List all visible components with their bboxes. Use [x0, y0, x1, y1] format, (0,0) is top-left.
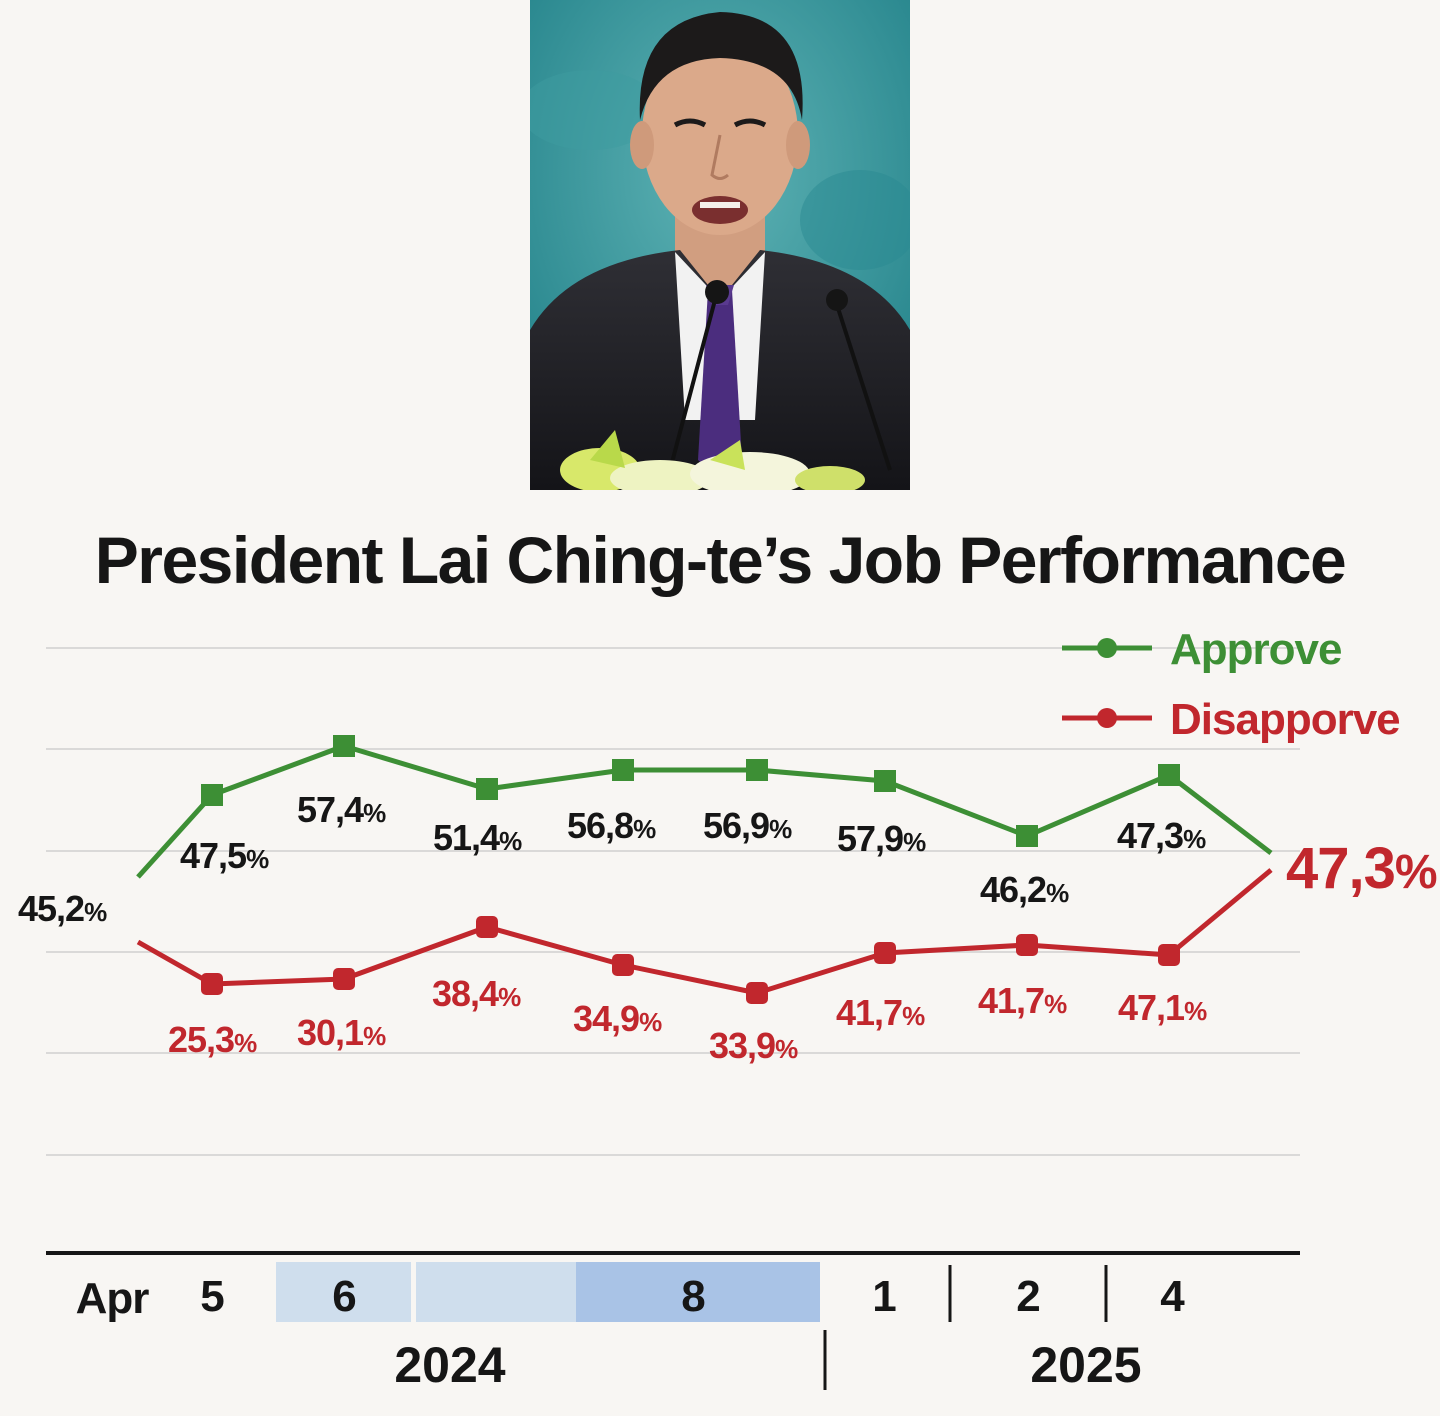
approve-point — [201, 784, 223, 806]
disapprove-point — [333, 968, 355, 990]
disapprove-value-label: 34,9% — [573, 998, 662, 1039]
series-line-disapporve — [136, 868, 1273, 996]
disapprove-point — [874, 942, 896, 964]
approve-value-label: 45,2% — [18, 888, 107, 929]
approve-point — [1016, 825, 1038, 847]
band-2024-6 — [276, 1262, 411, 1322]
band-2024-8 — [576, 1262, 820, 1322]
disapprove-point — [1158, 944, 1180, 966]
chart-title: President Lai Ching-te’s Job Performance — [94, 523, 1347, 597]
disapprove-value-label: 25,3% — [168, 1019, 257, 1060]
legend-marker-1 — [1097, 708, 1117, 728]
disapprove-value-label: 33,9% — [709, 1025, 798, 1066]
approve-value-label: 56,9% — [703, 805, 792, 846]
x-tick-label: Apr — [76, 1274, 150, 1323]
approve-point — [612, 759, 634, 781]
band-2024-7 — [416, 1262, 576, 1322]
disapprove-value-label: 30,1% — [297, 1012, 386, 1053]
approve-point — [1158, 764, 1180, 786]
approve-point — [333, 735, 355, 757]
approve-value-label: 47,3% — [1117, 815, 1206, 856]
approve-value-label: 57,4% — [297, 789, 386, 830]
president-photo — [530, 0, 910, 490]
approve-value-label: 47,5% — [180, 835, 269, 876]
legend: Approve Disapporve — [1062, 625, 1401, 744]
disapprove-value-label: 47,1% — [1118, 987, 1207, 1028]
approve-value-label: 46,2% — [980, 869, 1069, 910]
disapprove-point — [1016, 934, 1038, 956]
x-tick-label: 1 — [872, 1272, 896, 1321]
series-lines — [136, 743, 1273, 996]
x-tick-label: 5 — [200, 1272, 224, 1321]
x-tick-label: 6 — [332, 1272, 355, 1321]
series-line-approve — [136, 743, 1273, 879]
timeline-bands — [276, 1262, 820, 1322]
disapprove-value-label: 41,7% — [978, 980, 1067, 1021]
disapprove-point — [476, 916, 498, 938]
series-points — [201, 735, 1180, 1004]
legend-marker-0 — [1097, 638, 1117, 658]
approve-value-label: 51,4% — [433, 817, 522, 858]
x-tick-label: 4 — [1160, 1272, 1185, 1321]
disapprove-point — [612, 954, 634, 976]
disapprove-value-label: 47,3% — [1286, 836, 1437, 901]
approve-value-label: 57,9% — [837, 818, 926, 859]
approve-value-label: 56,8% — [567, 805, 656, 846]
disapprove-point — [201, 973, 223, 995]
disapprove-value-label: 41,7% — [836, 992, 925, 1033]
legend-label-0: Approve — [1170, 625, 1341, 674]
approve-point — [476, 778, 498, 800]
legend-label-1: Disapporve — [1170, 695, 1400, 744]
x-axis-ticks: Apr 5 6 8 1 2 4 2024 2025 — [76, 1265, 1186, 1393]
disapprove-value-label: 38,4% — [432, 973, 521, 1014]
x-year-label: 2025 — [1030, 1337, 1141, 1393]
data-labels: 45,2% 47,5% 57,4% 51,4% 56,8% 56,9% 57,9% 46,2%… — [18, 789, 1438, 1066]
x-tick-label: 8 — [681, 1272, 705, 1321]
disapprove-point — [746, 982, 768, 1004]
approve-point — [746, 759, 768, 781]
approve-point — [874, 770, 896, 792]
x-year-label: 2024 — [394, 1337, 505, 1393]
x-tick-label: 2 — [1016, 1272, 1039, 1321]
